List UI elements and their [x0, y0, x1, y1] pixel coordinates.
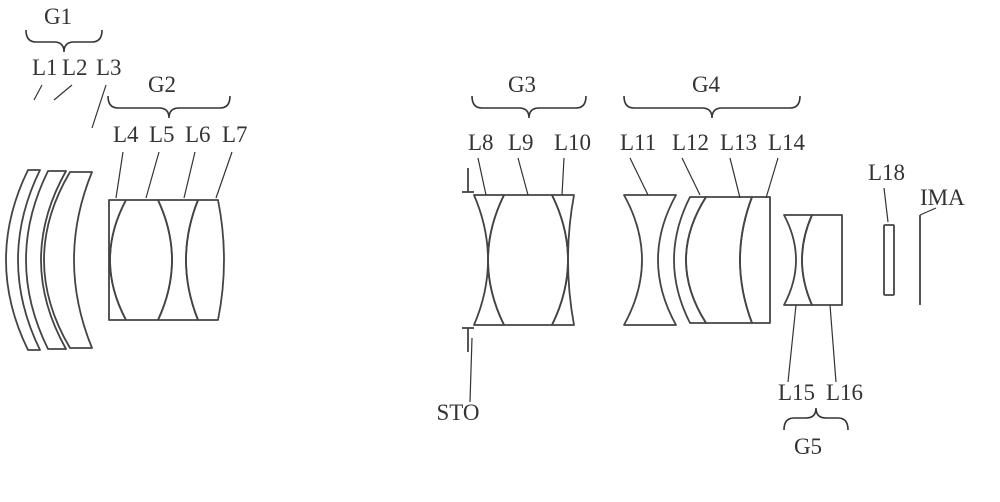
lens-label-l8: L8 [468, 130, 494, 155]
bracket-g3 [472, 96, 586, 118]
bracket-g1 [26, 30, 102, 52]
lens-label-l1: L1 [32, 55, 58, 80]
label-l18: L18 [868, 160, 905, 185]
lens-l12 [674, 197, 706, 323]
lens-label-l15: L15 [778, 380, 815, 405]
group-label-g2: G2 [148, 72, 176, 97]
bracket-g2 [108, 96, 230, 118]
leader-l8 [478, 158, 486, 195]
lens-label-l11: L11 [620, 130, 656, 155]
leader-l11 [630, 158, 648, 195]
lens-label-l2: L2 [62, 55, 88, 80]
lens-label-l4: L4 [113, 122, 139, 147]
leader-l10 [562, 158, 564, 195]
leader-l2 [54, 85, 72, 100]
lens-l9 [488, 195, 568, 325]
lens-l8 [474, 195, 504, 325]
lens-label-l5: L5 [149, 122, 175, 147]
lens-label-l3: L3 [96, 55, 122, 80]
leader-l12 [682, 158, 700, 195]
lens-l1 [6, 170, 40, 350]
leader-l16 [830, 305, 836, 382]
plate-l18 [884, 225, 894, 295]
leader-sto [470, 338, 472, 402]
leader-l4 [116, 152, 123, 198]
lens-label-l10: L10 [554, 130, 591, 155]
text-layer: G1 L1L2 L3 G2 L4 L5 L6 L7 G3 L8 L9 L10 G4 L11 L12 L13 L1… [32, 4, 965, 459]
lens-l10 [552, 195, 574, 325]
lens-l14 [740, 197, 770, 323]
lens-l16 [802, 215, 842, 305]
lens-l7 [186, 200, 224, 320]
lens-label-l6: L6 [185, 122, 211, 147]
leader-l18 [884, 188, 888, 222]
lens-l5 [110, 200, 172, 320]
leader-l9 [518, 158, 528, 195]
lens-l3 [44, 172, 92, 348]
group-label-g1: G1 [44, 4, 72, 29]
group-label-g3: G3 [508, 72, 536, 97]
label-ima: IMA [920, 185, 965, 210]
lens-layer [6, 168, 920, 352]
bracket-g5 [784, 408, 848, 430]
leader-l7 [216, 152, 232, 198]
bracket-g4 [624, 96, 800, 118]
lens-label-l7: L7 [222, 122, 248, 147]
leader-l1 [34, 85, 42, 100]
leader-l6 [184, 152, 195, 198]
leader-l15 [788, 305, 796, 382]
leader-l3 [92, 85, 106, 128]
leader-l13 [730, 158, 740, 198]
lens-l2 [26, 171, 66, 349]
lens-label-l9: L9 [508, 130, 534, 155]
group-label-g5: G5 [794, 434, 822, 459]
leader-l5 [146, 152, 159, 198]
label-sto: STO [436, 400, 479, 425]
leader-l14 [766, 158, 778, 198]
lens-l11 [624, 195, 676, 325]
lens-label-l14: L14 [768, 130, 806, 155]
lens-label-l12: L12 [672, 130, 709, 155]
lens-label-l16: L16 [826, 380, 863, 405]
lens-label-l13: L13 [720, 130, 757, 155]
group-label-g4: G4 [692, 72, 721, 97]
lens-l13 [686, 197, 752, 323]
